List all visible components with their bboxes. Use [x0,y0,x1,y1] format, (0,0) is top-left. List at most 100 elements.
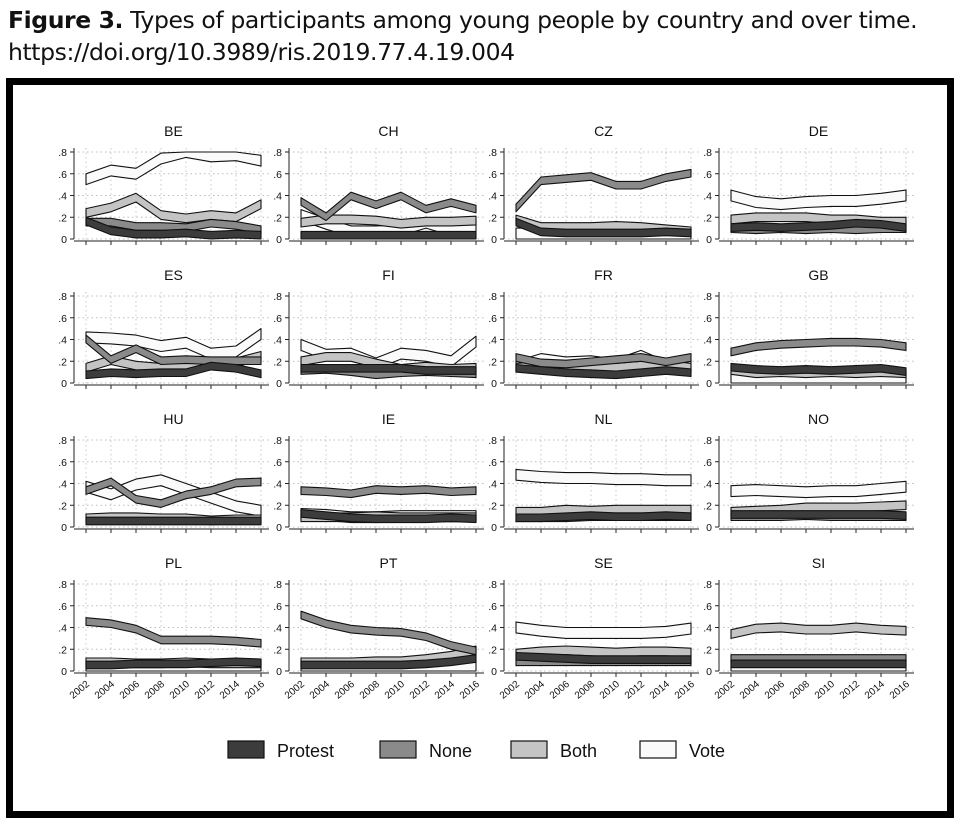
x-tick-label: 2004 [738,679,762,702]
y-tick-label: .2 [488,644,497,656]
y-tick-label: .4 [58,623,67,635]
series-band-none [515,168,692,213]
y-tick-label: .6 [488,457,497,469]
y-tick-label: .8 [273,435,282,447]
y-tick-label: 0 [276,522,282,534]
x-tick-label: 2008 [143,679,167,702]
y-tick-label: .2 [488,212,497,224]
x-tick-label: 2006 [763,679,787,702]
panel-title: ES [164,267,183,283]
panel-gb: GB 0 .2 .4 .6 .8 [703,267,914,390]
y-tick-label: 0 [491,666,497,678]
y-tick-label: .6 [273,457,282,469]
y-tick-label: .4 [488,623,497,635]
series-band-protest [300,509,477,524]
y-tick-label: .2 [703,212,712,224]
y-tick-label: 0 [491,234,497,246]
x-tick-label: 2014 [863,679,887,702]
y-tick-label: .4 [703,623,712,635]
y-tick-label: .4 [703,335,712,347]
y-tick-label: .2 [273,212,282,224]
panel-pt: PT 0 .2 .4 .6 .8 2002 2004 2006 2008 2010 2012 2014 2… [273,555,484,702]
y-tick-label: .2 [703,500,712,512]
panel-hu: HU 0 .2 .4 .6 .8 [58,411,269,534]
y-tick-label: .6 [703,169,712,181]
y-tick-label: .2 [58,500,67,512]
y-tick-label: .2 [703,644,712,656]
legend-label-vote: Vote [689,741,725,761]
y-tick-label: .8 [488,435,497,447]
series-band-protest [515,363,692,380]
y-tick-label: .2 [703,356,712,368]
y-tick-label: .2 [488,356,497,368]
x-tick-label: 2014 [218,679,242,702]
x-tick-label: 2010 [168,679,192,702]
y-tick-label: .8 [488,291,497,303]
series-band-none [85,334,262,366]
y-tick-label: .4 [58,191,67,203]
legend-swatch-both [510,740,548,759]
y-tick-label: .2 [488,500,497,512]
y-tick-label: .2 [58,644,67,656]
legend-label-both: Both [560,741,597,761]
series-band-both [85,192,262,224]
y-tick-label: .4 [273,335,282,347]
y-tick-label: .6 [273,169,282,181]
y-tick-label: .4 [488,191,497,203]
y-tick-label: 0 [706,378,712,390]
y-tick-label: .2 [58,356,67,368]
series-band-both [300,214,477,229]
y-tick-label: .8 [488,579,497,591]
y-tick-label: .2 [273,500,282,512]
legend: Protest None Both Vote [227,740,725,761]
y-tick-label: 0 [61,666,67,678]
y-tick-label: .4 [703,479,712,491]
series-band-vote [730,189,907,211]
y-tick-label: .8 [703,291,712,303]
x-tick-label: 2004 [308,679,332,702]
panel-cz: CZ 0 .2 .4 .6 .8 [488,123,699,246]
panel-title: IE [382,411,395,427]
figure-caption: Figure 3. Types of participants among yo… [8,4,958,68]
panel-no: NO 0 .2 .4 .6 .8 [703,411,914,534]
panel-title: FI [382,267,394,283]
series-band-protest [515,651,692,664]
x-tick-label: 2016 [888,679,912,702]
x-tick-label: 2014 [433,679,457,702]
x-tick-label: 2008 [573,679,597,702]
y-tick-label: .4 [488,335,497,347]
series-band-protest [85,361,262,380]
x-tick-label: 2002 [283,679,307,702]
y-tick-label: .6 [58,601,67,613]
x-tick-label: 2012 [408,679,432,702]
panel-fi: FI 0 .2 .4 .6 .8 [273,267,484,390]
x-tick-label: 2016 [673,679,697,702]
y-tick-label: .6 [273,313,282,325]
figure-doi: https://doi.org/10.3989/ris.2019.77.4.19… [8,38,515,66]
series-band-none [85,617,262,648]
x-tick-label: 2002 [498,679,522,702]
series-band-protest [730,362,907,376]
series-band-none [300,191,477,222]
series-band-vote [85,151,262,186]
series-band-vote [85,328,262,360]
series-band-protest [730,218,907,232]
x-tick-label: 2010 [383,679,407,702]
series-band-both [730,622,907,639]
y-tick-label: 0 [276,378,282,390]
x-tick-label: 2004 [523,679,547,702]
series-band-protest [85,216,262,240]
legend-swatch-vote [639,740,677,759]
panel-nl: NL 0 .2 .4 .6 .8 [488,411,699,534]
series-band-none [300,485,477,499]
series-band-vote [730,480,907,499]
series-band-protest [300,230,477,240]
series-band-none [730,337,907,357]
panel-de: DE 0 .2 .4 .6 .8 [703,123,914,246]
y-tick-label: .6 [58,313,67,325]
y-tick-label: .2 [273,644,282,656]
y-tick-label: .6 [703,313,712,325]
series-band-protest [300,654,477,670]
y-tick-label: 0 [491,522,497,534]
x-tick-label: 2016 [243,679,267,702]
